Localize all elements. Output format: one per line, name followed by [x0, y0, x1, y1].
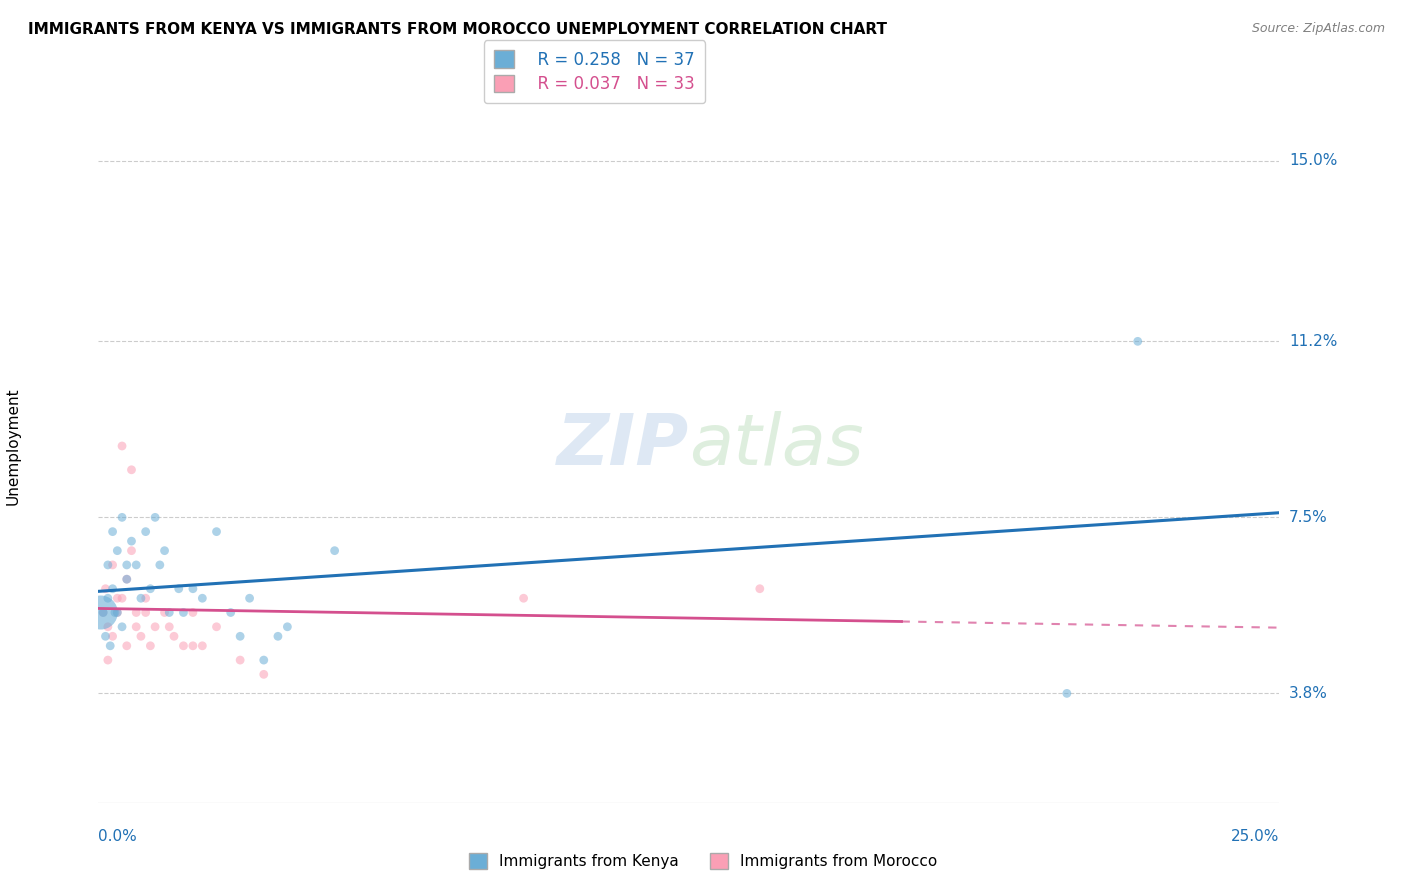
Point: [172, 639, 194, 653]
Point: [267, 629, 290, 643]
Point: [129, 629, 152, 643]
Text: Source: ZipAtlas.com: Source: ZipAtlas.com: [1251, 22, 1385, 36]
Point: [143, 510, 166, 524]
Point: [97, 620, 120, 634]
Point: [191, 639, 214, 653]
Point: [229, 629, 252, 643]
Point: [101, 524, 124, 539]
Point: [91, 606, 114, 620]
Point: [135, 606, 157, 620]
Point: [121, 543, 143, 558]
Point: [97, 591, 120, 606]
Point: [149, 558, 172, 572]
Point: [135, 524, 157, 539]
Point: [121, 534, 143, 549]
Point: [105, 591, 128, 606]
Point: [121, 463, 143, 477]
Point: [105, 543, 128, 558]
Text: atlas: atlas: [689, 411, 863, 481]
Point: [143, 620, 166, 634]
Point: [115, 639, 138, 653]
Point: [1126, 334, 1149, 349]
Point: [98, 639, 121, 653]
Text: 0.0%: 0.0%: [98, 829, 138, 844]
Point: [135, 591, 157, 606]
Point: [101, 582, 124, 596]
Point: [276, 620, 298, 634]
Point: [129, 591, 152, 606]
Point: [115, 558, 138, 572]
Point: [167, 582, 190, 596]
Point: [111, 620, 134, 634]
Point: [253, 667, 276, 681]
Point: [139, 639, 162, 653]
Point: [153, 543, 176, 558]
Point: [253, 653, 276, 667]
Point: [97, 558, 120, 572]
Point: [219, 606, 242, 620]
Point: [104, 606, 127, 620]
Text: 25.0%: 25.0%: [1232, 829, 1279, 844]
Point: [90, 606, 112, 620]
Point: [239, 591, 262, 606]
Point: [163, 629, 186, 643]
Point: [94, 582, 117, 596]
Point: [125, 558, 148, 572]
Point: [205, 524, 228, 539]
Point: [323, 543, 346, 558]
Point: [1056, 686, 1078, 700]
Legend: Immigrants from Kenya, Immigrants from Morocco: Immigrants from Kenya, Immigrants from M…: [463, 847, 943, 875]
Point: [139, 582, 162, 596]
Text: Unemployment: Unemployment: [6, 387, 21, 505]
Text: 11.2%: 11.2%: [1289, 334, 1337, 349]
Text: ZIP: ZIP: [557, 411, 689, 481]
Point: [157, 606, 180, 620]
Point: [115, 572, 138, 586]
Point: [105, 606, 128, 620]
Point: [125, 620, 148, 634]
Text: 3.8%: 3.8%: [1289, 686, 1327, 701]
Point: [101, 558, 124, 572]
Point: [97, 653, 120, 667]
Point: [125, 606, 148, 620]
Point: [111, 439, 134, 453]
Point: [748, 582, 770, 596]
Point: [191, 591, 214, 606]
Point: [111, 510, 134, 524]
Point: [101, 629, 124, 643]
Point: [111, 591, 134, 606]
Point: [115, 572, 138, 586]
Point: [91, 606, 114, 620]
Text: IMMIGRANTS FROM KENYA VS IMMIGRANTS FROM MOROCCO UNEMPLOYMENT CORRELATION CHART: IMMIGRANTS FROM KENYA VS IMMIGRANTS FROM…: [28, 22, 887, 37]
Point: [181, 606, 204, 620]
Point: [172, 606, 194, 620]
Point: [105, 606, 128, 620]
Point: [205, 620, 228, 634]
Point: [153, 606, 176, 620]
Legend:   R = 0.258   N = 37,   R = 0.037   N = 33: R = 0.258 N = 37, R = 0.037 N = 33: [484, 40, 704, 103]
Point: [94, 629, 117, 643]
Point: [181, 639, 204, 653]
Point: [181, 582, 204, 596]
Text: 7.5%: 7.5%: [1289, 510, 1327, 524]
Point: [512, 591, 534, 606]
Text: 15.0%: 15.0%: [1289, 153, 1337, 168]
Point: [229, 653, 252, 667]
Point: [157, 620, 180, 634]
